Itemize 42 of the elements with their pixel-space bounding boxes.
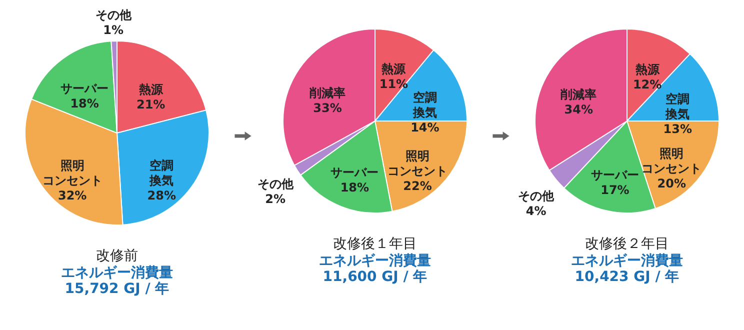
data-label: 22%	[403, 179, 432, 194]
slice-label: 照明コンセント	[642, 146, 702, 176]
data-label: 2%	[265, 192, 286, 206]
slice-label: サーバー	[60, 81, 109, 96]
slice-label: 熱源	[634, 62, 660, 77]
data-label: 33%	[313, 100, 342, 115]
data-label: 18%	[340, 180, 370, 194]
data-label: 34%	[564, 102, 593, 116]
data-label: 20%	[657, 176, 686, 190]
data-label: 28%	[147, 188, 176, 202]
slice-label: 熱源	[380, 62, 407, 76]
slice-label: サーバー	[590, 168, 639, 182]
slice-label: サーバー	[330, 165, 379, 180]
text: エネルギー消費量	[61, 265, 173, 281]
data-label: 21%	[136, 97, 166, 112]
slice-label: 空調換気	[412, 90, 437, 120]
text: 改修後１年目	[333, 236, 417, 252]
text: 改修後２年目	[585, 236, 669, 252]
text: エネルギー消費量	[571, 253, 683, 269]
data-label: 13%	[663, 122, 692, 136]
text: エネルギー消費量	[319, 253, 431, 269]
data-label: 18%	[70, 96, 99, 110]
data-label: 32%	[58, 188, 87, 202]
data-label: 14%	[410, 120, 440, 134]
data-label: 12%	[632, 78, 662, 92]
slice-label: 照明コンセント	[42, 158, 102, 188]
slice-label: 熱源	[138, 82, 164, 96]
slice-label: その他	[518, 189, 556, 204]
data-label: 17%	[600, 182, 630, 197]
text: 11,600 GJ / 年	[322, 269, 428, 285]
text: 10,423 GJ / 年	[574, 269, 680, 285]
data-label: 1%	[103, 23, 124, 38]
slice-label: その他	[257, 177, 294, 192]
text: 改修前	[96, 248, 138, 264]
slice-label: 削減率	[560, 87, 597, 102]
data-label: 4%	[526, 204, 546, 218]
slice-label: 照明コンセント	[388, 149, 448, 178]
text: 15,792 GJ / 年	[64, 281, 170, 297]
slice-label: 削減率	[308, 86, 346, 100]
slice-label: その他	[95, 8, 132, 22]
slice-label: 空調換気	[664, 92, 690, 122]
slice-label: 空調換気	[148, 158, 174, 188]
